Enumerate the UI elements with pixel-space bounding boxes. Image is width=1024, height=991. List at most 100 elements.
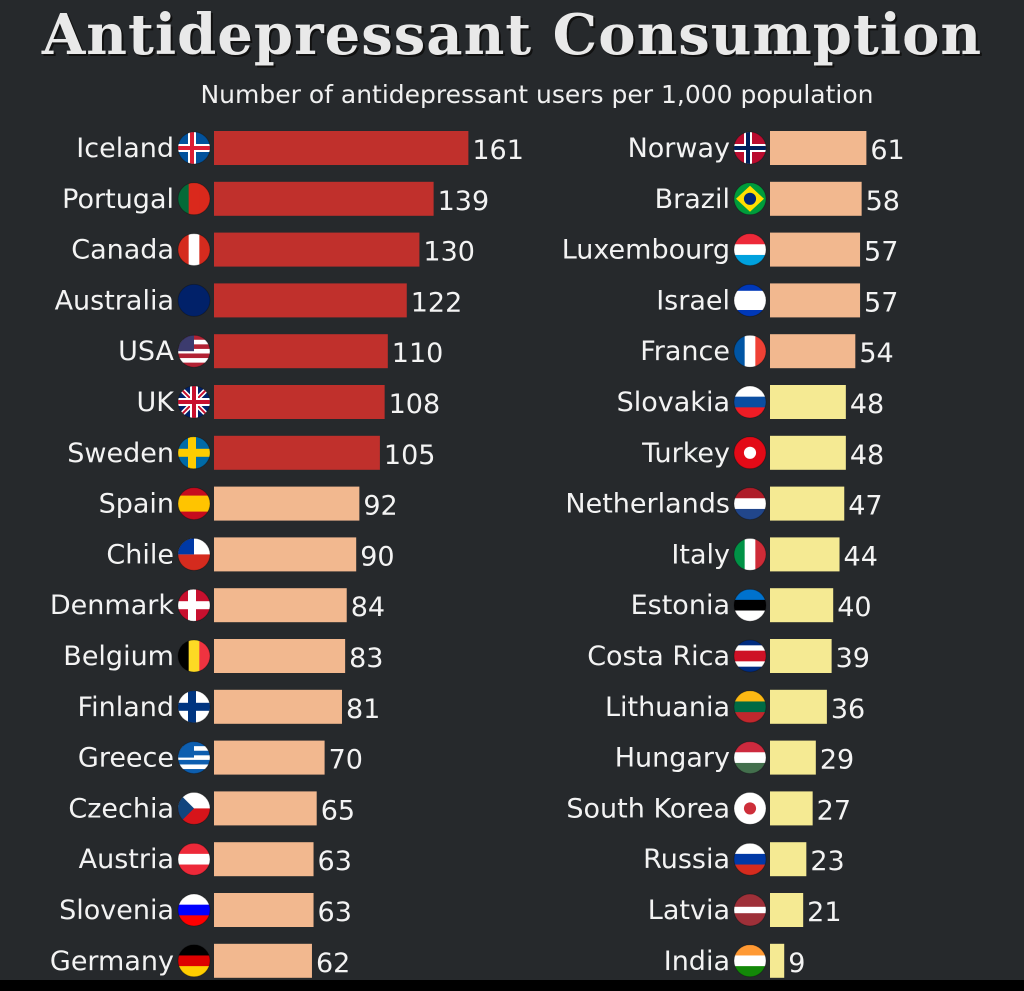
country-label-estonia: Estonia (631, 590, 730, 621)
bar-uk (214, 385, 385, 419)
france-flag-icon (733, 334, 767, 368)
bar-brazil (770, 181, 862, 216)
bar-costa-rica (770, 639, 832, 673)
bar-netherlands (770, 486, 845, 521)
luxembourg-flag-icon (733, 233, 767, 267)
greece-flag-icon (177, 741, 211, 775)
czechia-flag-icon (177, 791, 211, 825)
bar-denmark (214, 588, 347, 623)
bar-spain (214, 486, 360, 521)
country-label-greece: Greece (78, 743, 174, 774)
country-label-italy: Italy (671, 539, 730, 570)
value-label-slovakia: 48 (850, 389, 884, 420)
value-label-canada: 130 (423, 237, 475, 268)
value-label-norway: 61 (870, 135, 904, 166)
bar-israel (770, 283, 861, 318)
south-korea-flag-icon (733, 791, 767, 825)
value-label-belgium: 83 (349, 643, 383, 674)
country-label-australia: Australia (55, 285, 174, 316)
finland-flag-icon (177, 690, 211, 724)
portugal-flag-icon (177, 182, 211, 216)
country-label-france: France (640, 336, 730, 367)
bar-sweden (214, 435, 380, 470)
value-label-costa-rica: 39 (836, 643, 870, 674)
usa-flag-icon (177, 334, 211, 368)
value-label-russia: 23 (810, 846, 844, 877)
country-label-finland: Finland (78, 692, 174, 723)
bar-usa (214, 334, 388, 369)
country-label-netherlands: Netherlands (565, 489, 730, 520)
bar-south-korea (770, 791, 813, 826)
value-label-austria: 63 (318, 846, 352, 877)
bar-australia (214, 283, 407, 318)
country-label-israel: Israel (656, 285, 730, 316)
value-label-italy: 44 (844, 541, 878, 572)
bar-iceland (214, 131, 469, 165)
country-label-usa: USA (118, 336, 174, 367)
bar-russia (770, 842, 807, 877)
value-label-greece: 70 (329, 745, 363, 776)
value-label-turkey: 48 (850, 440, 884, 471)
bar-belgium (214, 639, 346, 673)
turkey-flag-icon (733, 436, 767, 470)
country-label-russia: Russia (643, 844, 730, 875)
value-label-finland: 81 (346, 694, 380, 725)
italy-flag-icon (733, 537, 767, 571)
chart-title: Antidepressant Consumption (41, 2, 983, 68)
value-label-chile: 90 (360, 541, 394, 572)
country-label-portugal: Portugal (62, 184, 174, 215)
bar-italy (770, 537, 840, 572)
bar-portugal (214, 181, 434, 216)
bar-slovakia (770, 385, 846, 419)
value-label-south-korea: 27 (817, 795, 851, 826)
canada-flag-icon (177, 233, 211, 267)
value-label-portugal: 139 (438, 186, 490, 217)
bar-turkey (770, 435, 846, 470)
iceland-flag-icon (177, 131, 211, 165)
country-label-germany: Germany (50, 946, 174, 977)
australia-flag-icon (177, 283, 211, 317)
bar-estonia (770, 588, 834, 623)
value-label-slovenia: 63 (318, 897, 352, 928)
country-label-austria: Austria (79, 844, 174, 875)
value-label-estonia: 40 (837, 592, 871, 623)
bar-lithuania (770, 689, 827, 724)
country-label-czechia: Czechia (68, 793, 174, 824)
costa-rica-flag-icon (733, 639, 767, 673)
country-label-spain: Spain (99, 489, 174, 520)
slovakia-flag-icon (733, 385, 767, 419)
country-label-iceland: Iceland (76, 133, 174, 164)
value-label-uk: 108 (389, 389, 441, 420)
bar-austria (214, 842, 314, 877)
value-label-brazil: 58 (866, 186, 900, 217)
value-label-netherlands: 47 (848, 491, 882, 522)
lithuania-flag-icon (733, 690, 767, 724)
india-flag-icon (733, 944, 767, 978)
russia-flag-icon (733, 842, 767, 876)
value-label-lithuania: 36 (831, 694, 865, 725)
country-label-sweden: Sweden (67, 438, 174, 469)
norway-flag-icon (733, 131, 767, 165)
netherlands-flag-icon (733, 487, 767, 521)
uk-flag-icon (177, 385, 211, 419)
country-label-uk: UK (137, 387, 176, 418)
bar-latvia (770, 893, 804, 927)
belgium-flag-icon (177, 639, 211, 673)
hungary-flag-icon (733, 741, 767, 775)
country-label-brazil: Brazil (655, 184, 730, 215)
bar-germany (214, 943, 312, 978)
bar-france (770, 334, 856, 369)
value-label-germany: 62 (316, 948, 350, 979)
brazil-flag-icon (733, 182, 767, 216)
latvia-flag-icon (733, 893, 767, 927)
estonia-flag-icon (733, 588, 767, 622)
country-label-denmark: Denmark (50, 590, 174, 621)
value-label-australia: 122 (411, 287, 463, 318)
spain-flag-icon (177, 487, 211, 521)
value-label-denmark: 84 (351, 592, 385, 623)
bar-luxembourg (770, 232, 861, 267)
country-label-norway: Norway (628, 133, 730, 164)
country-label-south-korea: South Korea (566, 793, 730, 824)
bar-greece (214, 740, 325, 775)
